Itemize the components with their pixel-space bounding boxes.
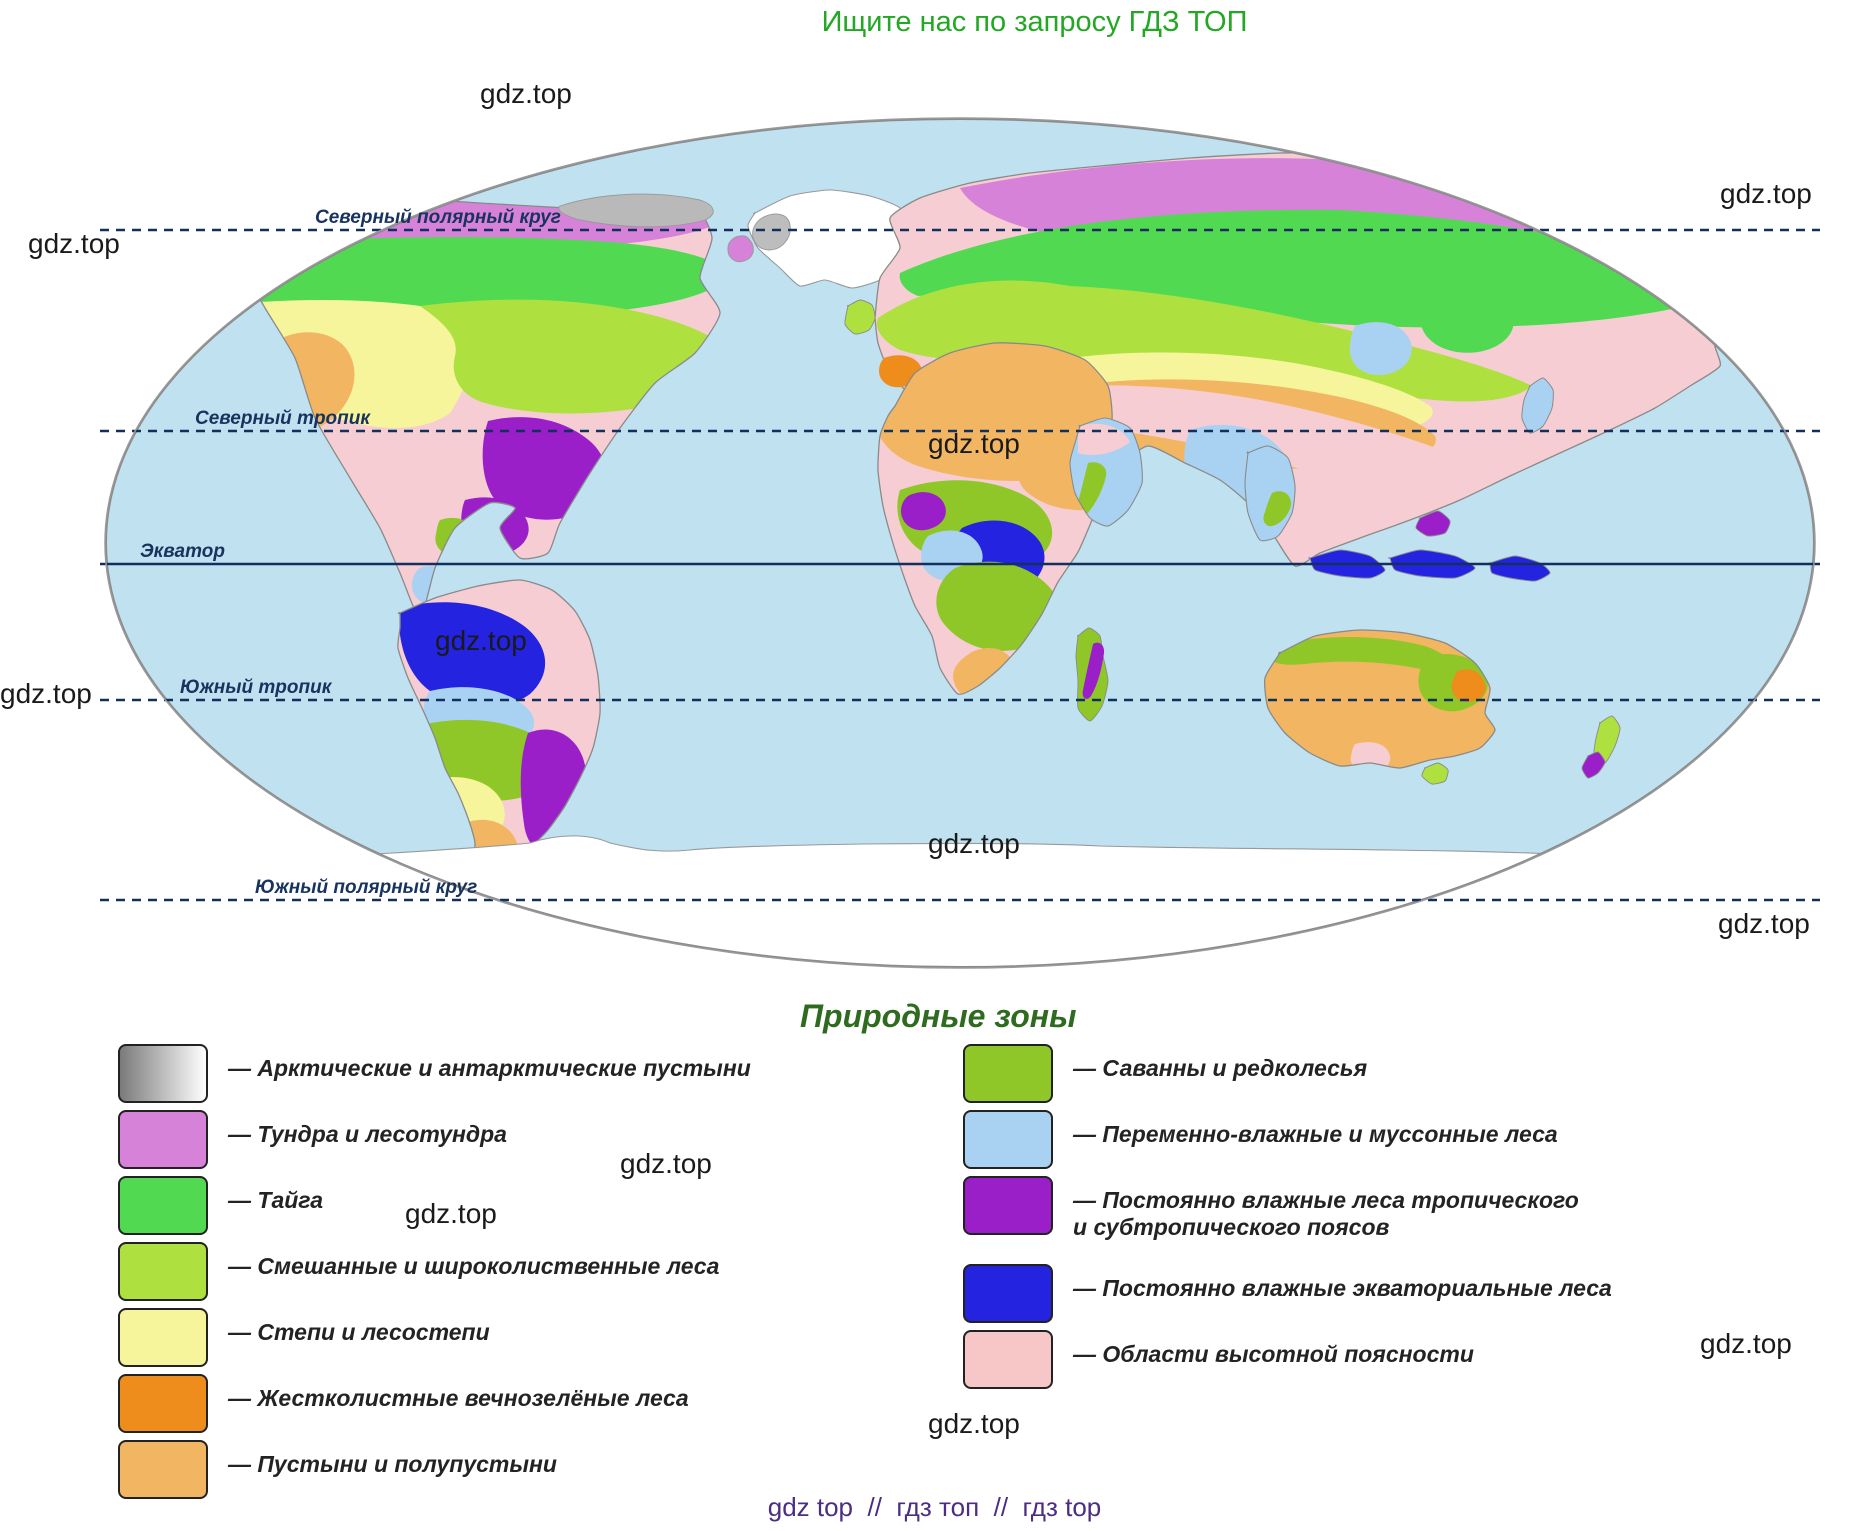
svg-text:Северный полярный круг: Северный полярный круг bbox=[315, 207, 561, 228]
svg-text:Южный полярный круг: Южный полярный круг bbox=[255, 877, 477, 898]
svg-text:Северный тропик: Северный тропик bbox=[195, 408, 371, 429]
svg-text:Экватор: Экватор bbox=[140, 541, 225, 562]
svg-text:Южный тропик: Южный тропик bbox=[180, 677, 333, 698]
